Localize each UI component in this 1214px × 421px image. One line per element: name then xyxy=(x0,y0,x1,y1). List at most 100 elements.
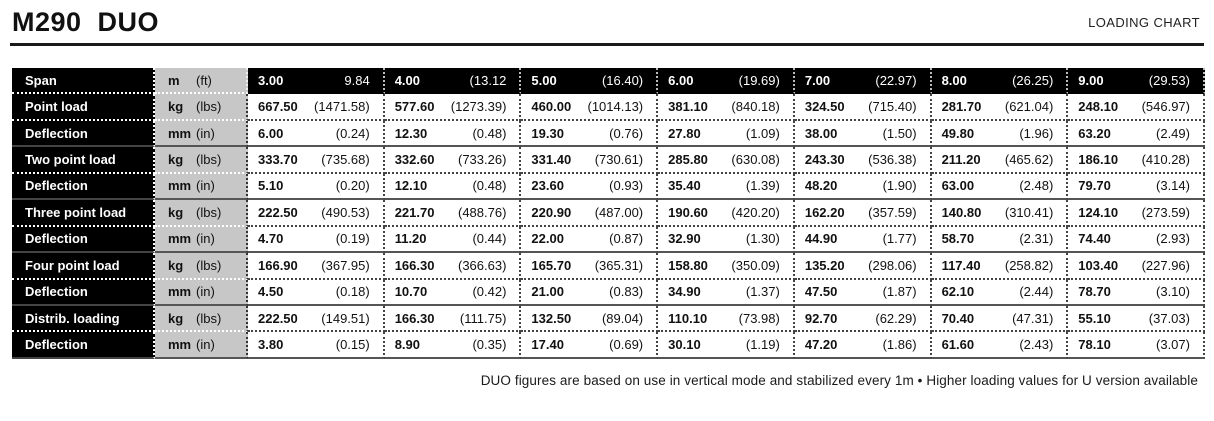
row-unit: m (ft) xyxy=(155,68,248,95)
data-cell: 79.70 (3.14) xyxy=(1068,173,1205,201)
metric-value: 49.80 xyxy=(941,125,975,141)
data-cell: 331.40 (730.61) xyxy=(521,147,659,174)
data-cell: 162.20 (357.59) xyxy=(794,200,932,227)
row-unit: kg (lbs) xyxy=(155,305,248,333)
row-label-text: Deflection xyxy=(25,337,88,353)
imperial-value: (1273.39) xyxy=(450,99,507,115)
row-label: Deflection xyxy=(12,332,155,359)
metric-value: 221.70 xyxy=(394,204,435,220)
imperial-value: (62.29) xyxy=(875,310,917,326)
table-row: Deflection mm (in) 4.50 (0.18) 10.70 (0.42)… xyxy=(12,279,1205,306)
data-cell: 381.10 (840.18) xyxy=(658,94,795,121)
imperial-value: (365.31) xyxy=(594,257,644,273)
imperial-value: (310.41) xyxy=(1004,204,1054,220)
table-row: Point load kg (lbs) 667.50 (1471.58) 577.6… xyxy=(12,94,1205,121)
data-cell: 166.30 (366.63) xyxy=(384,253,522,280)
metric-value: 186.10 xyxy=(1078,152,1119,168)
unit-imperial: (lbs) xyxy=(196,152,222,168)
unit-imperial: (ft) xyxy=(196,72,212,88)
metric-value: 79.70 xyxy=(1078,178,1111,194)
metric-value: 17.40 xyxy=(531,337,564,353)
imperial-value: (0.19) xyxy=(335,231,370,247)
imperial-value: (1014.13) xyxy=(587,99,644,115)
data-cell: 62.10 (2.44) xyxy=(931,279,1069,306)
row-unit: kg (lbs) xyxy=(155,147,248,174)
imperial-value: (149.51) xyxy=(321,310,370,326)
imperial-value: (1.77) xyxy=(882,231,917,247)
metric-value: 22.00 xyxy=(531,231,564,247)
unit-metric: mm xyxy=(168,178,192,194)
data-cell: 78.10 (3.07) xyxy=(1068,332,1205,359)
metric-value: 5.00 xyxy=(531,72,557,88)
data-cell: 4.70 (0.19) xyxy=(248,226,385,254)
metric-value: 162.20 xyxy=(804,204,845,220)
data-cell: 27.80 (1.09) xyxy=(658,120,795,148)
row-label: Three point load xyxy=(12,200,155,227)
unit-imperial: (in) xyxy=(196,125,215,141)
metric-value: 135.20 xyxy=(804,257,845,273)
metric-value: 381.10 xyxy=(668,99,708,115)
imperial-value: (0.42) xyxy=(472,284,507,300)
row-label: Span xyxy=(12,68,155,95)
metric-value: 19.30 xyxy=(531,125,564,141)
imperial-value: (2.48) xyxy=(1019,178,1054,194)
unit-metric: mm xyxy=(168,231,192,247)
loading-table: Span m (ft) 3.00 9.84 4.00 (13.12 5.00 (16.40… xyxy=(12,68,1205,359)
row-label-text: Deflection xyxy=(25,284,88,300)
row-label-text: Point load xyxy=(25,99,88,115)
imperial-value: (0.20) xyxy=(335,178,370,194)
metric-value: 47.50 xyxy=(804,284,838,300)
metric-value: 158.80 xyxy=(668,257,708,273)
row-label: Four point load xyxy=(12,253,155,280)
metric-value: 47.20 xyxy=(804,337,838,353)
metric-value: 7.00 xyxy=(804,72,831,88)
row-label: Point load xyxy=(12,94,155,121)
metric-value: 222.50 xyxy=(258,204,298,220)
unit-metric: kg xyxy=(168,204,184,220)
table-row: Span m (ft) 3.00 9.84 4.00 (13.12 5.00 (16.40… xyxy=(12,68,1205,95)
data-cell: 21.00 (0.83) xyxy=(521,279,659,306)
metric-value: 63.00 xyxy=(941,178,975,194)
data-cell: 324.50 (715.40) xyxy=(794,94,932,121)
metric-value: 211.20 xyxy=(941,152,981,168)
metric-value: 4.00 xyxy=(394,72,421,88)
data-cell: 11.20 (0.44) xyxy=(384,226,522,254)
table-row: Distrib. loading kg (lbs) 222.50 (149.51)… xyxy=(12,305,1205,333)
imperial-value: (0.35) xyxy=(472,337,507,353)
metric-value: 332.60 xyxy=(394,152,435,168)
unit-metric: kg xyxy=(168,99,184,115)
metric-value: 4.70 xyxy=(258,231,284,247)
data-cell: 35.40 (1.39) xyxy=(658,173,795,201)
data-cell: 124.10 (273.59) xyxy=(1068,200,1205,227)
data-cell: 22.00 (0.87) xyxy=(521,226,659,254)
imperial-value: (1.96) xyxy=(1019,125,1054,141)
unit-metric: mm xyxy=(168,284,192,300)
page-subtitle: LOADING CHART xyxy=(1088,15,1200,30)
row-label-text: Deflection xyxy=(25,125,88,141)
imperial-value: (350.09) xyxy=(731,257,780,273)
metric-value: 27.80 xyxy=(668,125,701,141)
imperial-value: (0.24) xyxy=(335,125,370,141)
header-rule xyxy=(10,43,1204,46)
data-cell: 10.70 (0.42) xyxy=(384,279,522,306)
metric-value: 285.80 xyxy=(668,152,708,168)
imperial-value: (1.50) xyxy=(882,125,917,141)
metric-value: 8.00 xyxy=(941,72,967,88)
metric-value: 38.00 xyxy=(804,125,838,141)
row-unit: mm (in) xyxy=(155,120,248,148)
metric-value: 190.60 xyxy=(668,204,708,220)
imperial-value: (37.03) xyxy=(1148,310,1190,326)
unit-imperial: (in) xyxy=(196,337,215,353)
data-cell: 281.70 (621.04) xyxy=(931,94,1069,121)
row-unit: kg (lbs) xyxy=(155,200,248,227)
metric-value: 70.40 xyxy=(941,310,975,326)
data-cell: 12.10 (0.48) xyxy=(384,173,522,201)
row-unit: mm (in) xyxy=(155,173,248,201)
row-label: Deflection xyxy=(12,279,155,306)
row-label-text: Deflection xyxy=(25,231,88,247)
data-cell: 32.90 (1.30) xyxy=(658,226,795,254)
row-label: Deflection xyxy=(12,120,155,148)
imperial-value: (735.68) xyxy=(321,152,370,168)
data-cell: 78.70 (3.10) xyxy=(1068,279,1205,306)
